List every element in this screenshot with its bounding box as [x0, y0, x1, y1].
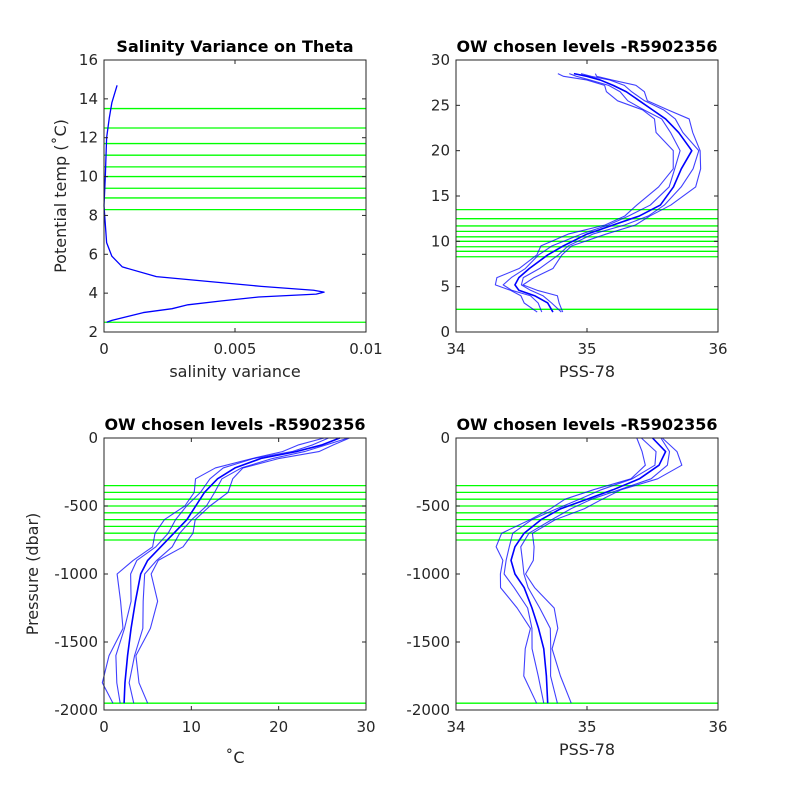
x-tick-label: 34: [446, 718, 465, 736]
y-tick-label: 6: [88, 245, 98, 263]
y-tick-label: -500: [416, 497, 450, 515]
y-tick-label: 8: [88, 206, 98, 224]
y-tick-label: -1500: [406, 633, 450, 651]
profile-line: [128, 437, 349, 704]
panel-1-axes-box: [455, 59, 719, 333]
y-tick-label: 0: [440, 323, 450, 341]
y-tick-label: 2: [88, 323, 98, 341]
panel-3-xlabel: PSS-78: [559, 740, 615, 759]
x-tick-label: 36: [708, 340, 727, 358]
panel-temperature-pressure: OW chosen levels -R5902356 0 10 20 30 0 -500 -…: [23, 415, 376, 767]
panel-2-curves: [101, 437, 350, 704]
x-tick-label: 34: [446, 340, 465, 358]
y-tick-label: 16: [79, 51, 98, 69]
y-tick-label: -2000: [54, 701, 98, 719]
x-tick-label: 0: [99, 340, 109, 358]
profile-line: [115, 437, 329, 704]
panel-3-title: OW chosen levels -R5902356: [456, 415, 717, 434]
y-tick-label: 25: [431, 96, 450, 114]
profile-line: [495, 437, 646, 704]
panel-0-levels: [104, 107, 366, 323]
y-tick-label: 0: [440, 429, 450, 447]
profile-line: [135, 437, 350, 704]
panel-0-xlabel: salinity variance: [169, 362, 300, 381]
y-tick-label: -1000: [54, 565, 98, 583]
x-tick-label: 0.005: [214, 340, 257, 358]
panel-1-curves: [494, 72, 702, 313]
panel-1-xlabel: PSS-78: [559, 362, 615, 381]
panel-1-levels: [456, 208, 718, 310]
x-tick-label: 0.01: [349, 340, 382, 358]
y-tick-label: -500: [64, 497, 98, 515]
profile-line: [510, 437, 667, 704]
variance-profile-line: [103, 205, 325, 323]
y-tick-label: 4: [88, 284, 98, 302]
panel-2-ticks: 0 10 20 30 0 -500 -1000 -1500 -2000: [54, 429, 375, 736]
x-tick-label: 35: [577, 340, 596, 358]
panel-0-axes-box: [103, 59, 367, 333]
y-tick-label: 12: [79, 129, 98, 147]
profile-line: [525, 437, 683, 704]
panel-2-ylabel: Pressure (dbar): [23, 513, 42, 636]
y-tick-label: 0: [88, 429, 98, 447]
profile-line: [522, 73, 702, 313]
x-tick-label: 35: [577, 718, 596, 736]
profile-line: [503, 437, 657, 704]
y-tick-label: 20: [431, 142, 450, 160]
y-tick-label: 10: [431, 232, 450, 250]
panel-1-ticks: 34 35 36 0 5 10 15 20 25 30: [431, 51, 728, 358]
variance-profile-line: [103, 85, 118, 206]
x-tick-label: 20: [269, 718, 288, 736]
x-tick-label: 30: [356, 718, 375, 736]
panel-3-curves: [495, 437, 683, 704]
panel-0-ticks: 0 0.005 0.01 2 4 6 8 10 12 14 16: [79, 51, 383, 358]
profile-line: [502, 73, 681, 313]
y-tick-label: 5: [440, 278, 450, 296]
panel-0-title: Salinity Variance on Theta: [116, 37, 353, 56]
profile-line: [494, 73, 674, 313]
y-tick-label: -2000: [406, 701, 450, 719]
x-tick-label: 36: [708, 718, 727, 736]
y-tick-label: 15: [431, 187, 450, 205]
y-tick-label: 30: [431, 51, 450, 69]
x-tick-label: 0: [99, 718, 109, 736]
panel-2-axes-box: [103, 437, 367, 711]
y-tick-label: 14: [79, 90, 98, 108]
panel-3-axes-box: [455, 437, 719, 711]
panel-2-title: OW chosen levels -R5902356: [104, 415, 365, 434]
panel-3-ticks: 34 35 36 0 -500 -1000 -1500 -2000: [406, 429, 727, 736]
profile-line: [101, 437, 325, 704]
panel-2-levels: [104, 484, 366, 704]
panel-0-ylabel: Potential temp (˚C): [51, 119, 70, 273]
panel-3-levels: [456, 484, 718, 704]
panel-salinity-variance: Salinity Variance on Theta 0 0.005 0.01 2 4 6…: [51, 37, 383, 381]
panel-salinity-theta: OW chosen levels -R5902356 34 35 36 0 5 10 15 2…: [431, 37, 728, 381]
panel-2-xlabel: ˚C: [225, 748, 244, 767]
y-tick-label: -1500: [54, 633, 98, 651]
panel-1-title: OW chosen levels -R5902356: [456, 37, 717, 56]
profile-line: [514, 72, 693, 313]
profile-line: [123, 437, 341, 704]
y-tick-label: 10: [79, 168, 98, 186]
profile-line: [520, 73, 700, 313]
panel-salinity-pressure: OW chosen levels -R5902356 34 35 36 0 -500 -1…: [406, 415, 727, 759]
panel-0-curves: [103, 85, 325, 323]
profile-line: [520, 437, 671, 704]
x-tick-label: 10: [182, 718, 201, 736]
y-tick-label: -1000: [406, 565, 450, 583]
